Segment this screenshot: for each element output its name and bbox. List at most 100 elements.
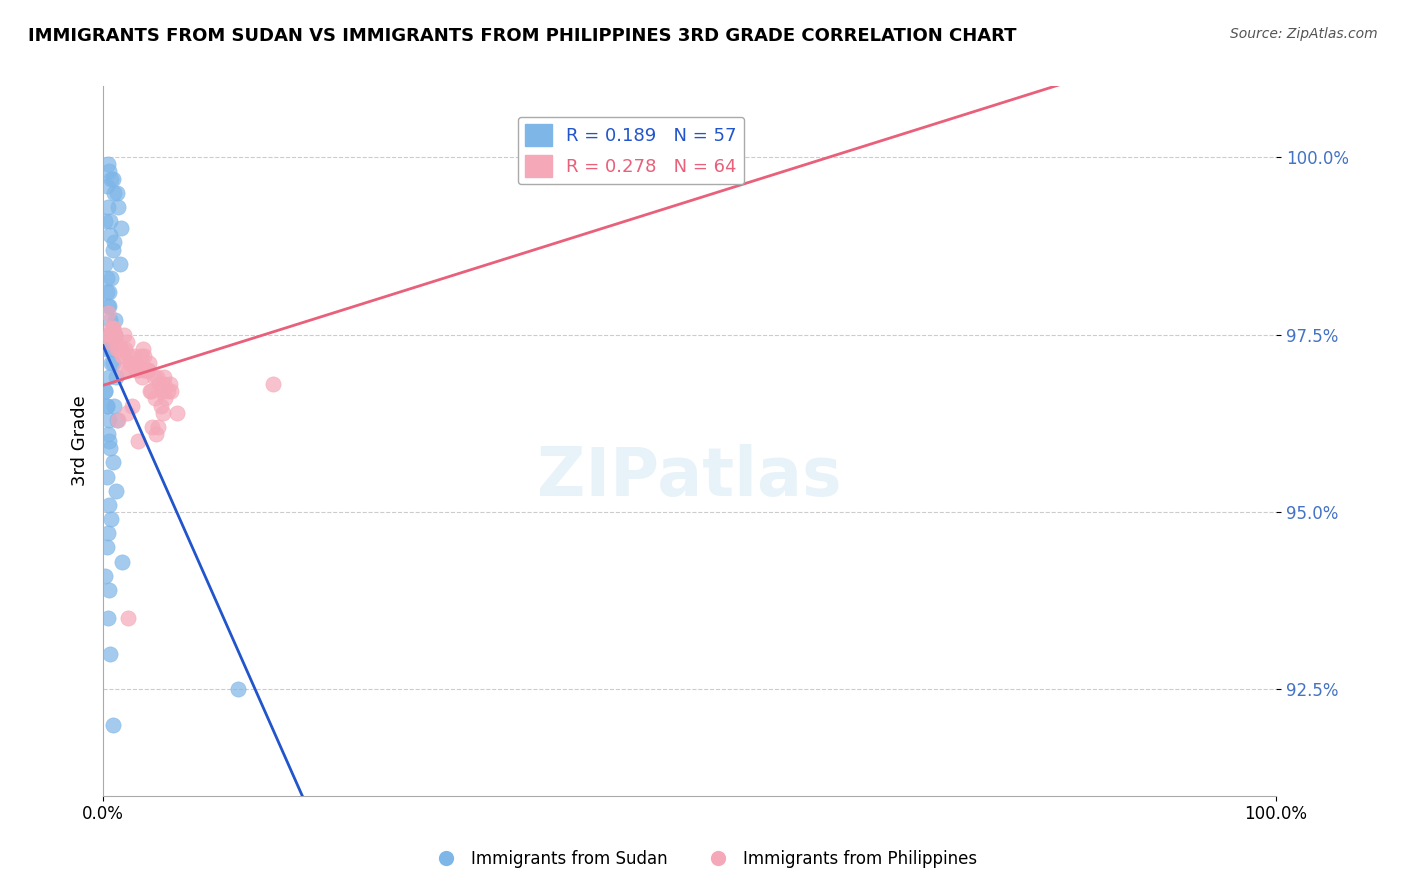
Point <box>136 363 159 377</box>
Point <box>146 370 169 384</box>
Point <box>101 356 124 370</box>
Point <box>134 363 156 377</box>
Point <box>226 682 249 697</box>
Point <box>105 413 128 427</box>
Point <box>129 349 152 363</box>
Point <box>134 363 156 377</box>
Point <box>101 320 124 334</box>
Point <box>98 228 121 243</box>
Point <box>104 313 127 327</box>
Point <box>98 441 121 455</box>
Point <box>103 399 125 413</box>
Point <box>120 356 142 370</box>
Point <box>111 349 134 363</box>
Point <box>105 334 128 349</box>
Point <box>117 611 139 625</box>
Point <box>141 420 163 434</box>
Point <box>104 327 127 342</box>
Point <box>561 150 583 164</box>
Point <box>96 399 118 413</box>
Point <box>100 271 122 285</box>
Point <box>98 434 121 448</box>
Point <box>97 526 120 541</box>
Point <box>97 427 120 442</box>
Point <box>98 498 121 512</box>
Point <box>101 455 124 469</box>
Point <box>96 541 118 555</box>
Point <box>107 413 129 427</box>
Point <box>98 214 121 228</box>
Point <box>115 406 138 420</box>
Point <box>100 320 122 334</box>
Point <box>148 377 170 392</box>
Point <box>96 399 118 413</box>
Point <box>98 285 121 299</box>
Point <box>150 384 173 399</box>
Point <box>98 582 121 597</box>
Point <box>97 299 120 313</box>
Point <box>108 257 131 271</box>
Text: IMMIGRANTS FROM SUDAN VS IMMIGRANTS FROM PHILIPPINES 3RD GRADE CORRELATION CHART: IMMIGRANTS FROM SUDAN VS IMMIGRANTS FROM… <box>28 27 1017 45</box>
Point <box>98 342 121 356</box>
Point <box>96 285 118 299</box>
Point <box>136 363 159 377</box>
Point <box>103 235 125 250</box>
Point <box>101 243 124 257</box>
Point <box>97 306 120 320</box>
Point <box>103 327 125 342</box>
Point <box>122 349 145 363</box>
Text: ZIPatlas: ZIPatlas <box>537 443 842 509</box>
Point <box>131 370 153 384</box>
Point <box>108 342 131 356</box>
Point <box>110 221 132 235</box>
Point <box>153 370 176 384</box>
Point <box>96 178 118 193</box>
Point <box>152 406 174 420</box>
Point <box>97 200 120 214</box>
Point <box>124 356 146 370</box>
Point <box>100 171 122 186</box>
Point <box>148 420 170 434</box>
Point <box>142 370 165 384</box>
Point <box>98 327 121 342</box>
Point <box>112 363 135 377</box>
Point <box>120 356 142 370</box>
Point <box>112 349 135 363</box>
Legend: Immigrants from Sudan, Immigrants from Philippines: Immigrants from Sudan, Immigrants from P… <box>423 844 983 875</box>
Point <box>139 384 162 399</box>
Point <box>132 342 155 356</box>
Point <box>100 512 122 526</box>
Point <box>104 327 127 342</box>
Point <box>114 342 136 356</box>
Point <box>98 647 121 661</box>
Point <box>159 377 181 392</box>
Point <box>98 327 121 342</box>
Point <box>125 363 148 377</box>
Point <box>156 384 179 399</box>
Point <box>101 171 124 186</box>
Point <box>97 157 120 171</box>
Point <box>98 334 121 349</box>
Point <box>101 718 124 732</box>
Point <box>149 399 172 413</box>
Point <box>100 356 122 370</box>
Y-axis label: 3rd Grade: 3rd Grade <box>72 396 89 486</box>
Point <box>105 483 128 498</box>
Point <box>127 434 149 448</box>
Point <box>103 186 125 200</box>
Point <box>94 384 117 399</box>
Point <box>97 611 120 625</box>
Point <box>143 392 166 406</box>
Point <box>135 363 157 377</box>
Point <box>94 384 117 399</box>
Point <box>111 555 134 569</box>
Legend: R = 0.189   N = 57, R = 0.278   N = 64: R = 0.189 N = 57, R = 0.278 N = 64 <box>517 117 744 184</box>
Point <box>110 342 132 356</box>
Point <box>101 320 124 334</box>
Point <box>166 406 188 420</box>
Point <box>105 342 128 356</box>
Point <box>105 370 128 384</box>
Point <box>134 349 156 363</box>
Point <box>138 356 160 370</box>
Point <box>96 342 118 356</box>
